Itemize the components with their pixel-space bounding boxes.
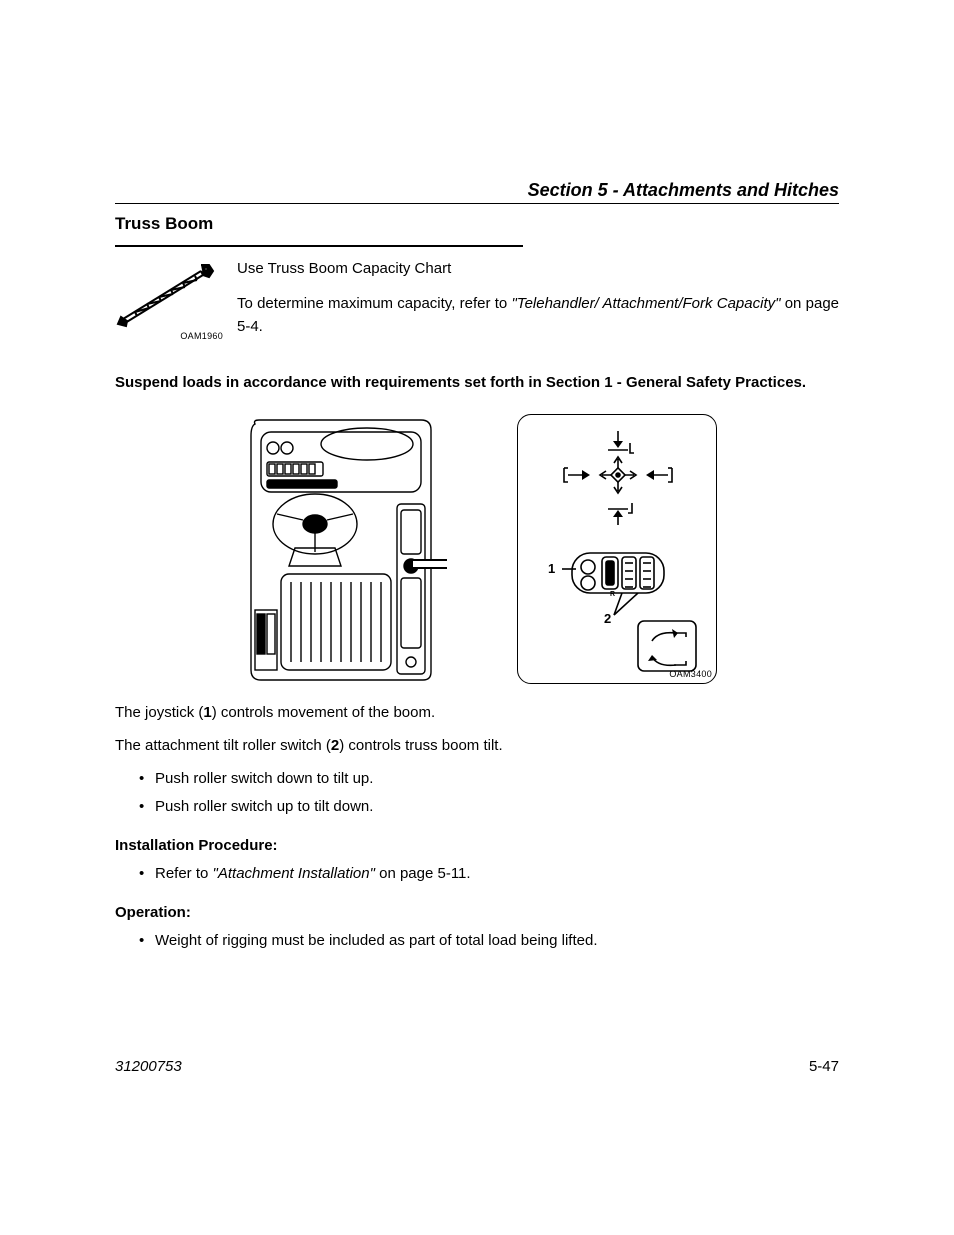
page-subtitle: Truss Boom <box>115 214 839 237</box>
body-p1: The joystick (1) controls movement of th… <box>115 702 839 725</box>
install-bullet-list: Refer to "Attachment Installation" on pa… <box>115 862 839 886</box>
install-post: on page 5-11. <box>375 865 471 882</box>
tilt-bullet-list: Push roller switch down to tilt up. Push… <box>115 767 839 819</box>
footer-pagenum: 5-47 <box>809 1058 839 1075</box>
figure-caption-right: OAM3400 <box>669 669 712 679</box>
page: Section 5 - Attachments and Hitches Trus… <box>0 0 954 1235</box>
install-ref: "Attachment Installation" <box>213 865 375 882</box>
list-item: Refer to "Attachment Installation" on pa… <box>139 862 839 886</box>
truss-boom-icon <box>115 257 223 329</box>
safety-notice: Suspend loads in accordance with require… <box>115 372 839 394</box>
list-item: Weight of rigging must be included as pa… <box>139 929 839 953</box>
install-pre: Refer to <box>155 865 213 882</box>
intro-line-1: Use Truss Boom Capacity Chart <box>237 257 839 280</box>
callout-2: 2 <box>604 611 611 626</box>
operation-bullet-list: Weight of rigging must be included as pa… <box>115 929 839 953</box>
install-heading: Installation Procedure: <box>115 837 839 854</box>
callout-1: 1 <box>548 561 555 576</box>
p1-num: 1 <box>203 704 211 721</box>
subtitle-rule <box>115 245 523 247</box>
p1-post: ) controls movement of the boom. <box>212 704 435 721</box>
p2-pre: The attachment tilt roller switch ( <box>115 737 331 754</box>
callout-r: R <box>610 591 615 598</box>
list-item: Push roller switch down to tilt up. <box>139 767 839 791</box>
figure-joystick-panel: R 1 2 OAM3400 <box>517 414 717 684</box>
list-item: Push roller switch up to tilt down. <box>139 795 839 819</box>
cab-diagram-icon <box>237 414 447 684</box>
intro-row: OAM1960 Use Truss Boom Capacity Chart To… <box>115 257 839 351</box>
thumbnail-caption: OAM1960 <box>115 331 223 341</box>
intro-reference: "Telehandler/ Attachment/Fork Capacity" <box>511 295 780 312</box>
intro-text: Use Truss Boom Capacity Chart To determi… <box>237 257 839 351</box>
p2-num: 2 <box>331 737 339 754</box>
body-p2: The attachment tilt roller switch (2) co… <box>115 735 839 758</box>
intro-pre: To determine maximum capacity, refer to <box>237 295 511 312</box>
intro-line-2: To determine maximum capacity, refer to … <box>237 292 839 339</box>
section-header: Section 5 - Attachments and Hitches <box>115 180 839 204</box>
footer-docnum: 31200753 <box>115 1058 182 1075</box>
truss-boom-thumbnail: OAM1960 <box>115 257 223 341</box>
figure-cab <box>237 414 447 684</box>
p2-post: ) controls truss boom tilt. <box>339 737 502 754</box>
p1-pre: The joystick ( <box>115 704 203 721</box>
figure-row: R 1 2 OAM3400 <box>115 414 839 684</box>
joystick-panel-icon: R <box>518 415 718 685</box>
operation-heading: Operation: <box>115 904 839 921</box>
page-footer: 31200753 5-47 <box>115 1058 839 1075</box>
